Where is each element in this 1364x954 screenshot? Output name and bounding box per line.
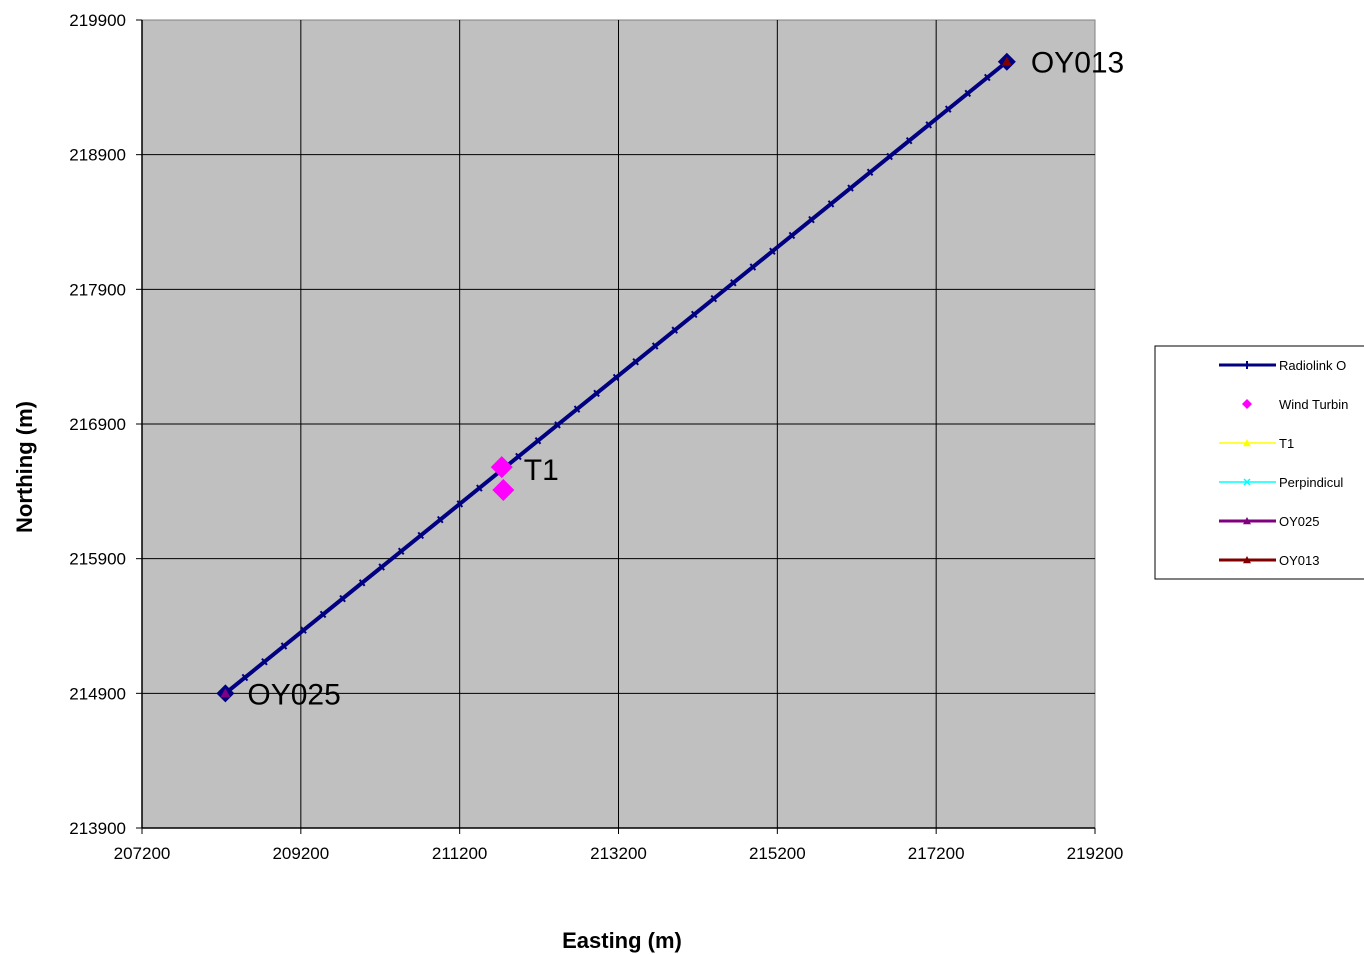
series-5: [1001, 56, 1012, 66]
y-tick-label: 219900: [69, 11, 126, 30]
endpoint-marker: [1001, 56, 1012, 66]
radiolink-marker: [749, 263, 757, 271]
radiolink-marker: [280, 642, 288, 650]
legend-box: [1154, 345, 1364, 580]
x-axis-title: Easting (m): [562, 928, 682, 953]
radiolink-marker: [690, 310, 698, 319]
x-tick-label: 217200: [908, 844, 965, 863]
radiolink-marker: [886, 152, 893, 161]
legend-label: Perpindicul: [1279, 475, 1343, 490]
legend-swatch-marker: [1243, 556, 1251, 564]
radiolink-marker: [788, 231, 796, 240]
radiolink-marker: [554, 421, 561, 429]
y-axis-title: Northing (m): [12, 401, 37, 533]
radiolink-marker: [827, 200, 835, 208]
radiolink-marker: [261, 658, 268, 666]
radiolink-marker: [241, 673, 249, 682]
radiolink-marker: [515, 452, 522, 461]
radiolink-marker: [319, 610, 327, 619]
x-tick-label: 213200: [590, 844, 647, 863]
wind-turbine-point: [490, 456, 513, 479]
radiolink-marker: [436, 515, 444, 524]
y-tick-label: 213900: [69, 819, 126, 838]
legend-label: T1: [1279, 436, 1294, 451]
point-label: OY025: [247, 678, 340, 711]
radiolink-marker: [397, 547, 405, 555]
x-tick-labels: 207200 209200 211200 213200 215200 217200 2192…: [114, 844, 1124, 863]
radiolink-marker: [378, 563, 385, 571]
legend-item: OY025: [1219, 514, 1319, 529]
radiolink-marker: [730, 279, 737, 287]
radiolink-marker: [300, 626, 307, 634]
radiolink-marker: [612, 373, 620, 382]
legend-swatch-marker: [1243, 517, 1251, 525]
axes: [136, 19, 1096, 834]
legend-swatch-marker: [1242, 399, 1252, 409]
radiolink-marker: [651, 342, 659, 350]
radiolink-marker: [847, 184, 854, 192]
legend-label: OY025: [1279, 514, 1319, 529]
radiolink-marker: [573, 405, 581, 413]
radiolink-marker: [339, 594, 346, 603]
legend-label: OY013: [1279, 553, 1319, 568]
radiolink-marker: [417, 531, 425, 540]
y-tick-label: 214900: [69, 684, 126, 703]
radiolink-marker: [358, 579, 366, 587]
radiolink-marker: [534, 436, 542, 445]
radiolink-marker: [476, 484, 483, 492]
radiolink-marker: [866, 168, 874, 177]
x-tick-label: 211200: [432, 844, 487, 863]
series-1: [490, 456, 515, 501]
legend: Radiolink O Wind Turbin T1 Perpindicul OY025…: [1154, 345, 1364, 580]
radiolink-marker: [964, 89, 972, 98]
radiolink-marker: [593, 389, 600, 398]
radiolink-marker: [456, 500, 464, 508]
legend-item: Wind Turbin: [1242, 397, 1348, 412]
point-label: OY013: [1031, 47, 1124, 80]
legend-item: Radiolink O: [1219, 358, 1346, 373]
gridlines: [142, 20, 1095, 828]
endpoint-marker: [220, 688, 231, 698]
point-label: T1: [524, 454, 559, 487]
point-labels: OY013 T1 OY025: [247, 47, 1124, 712]
radiolink-marker: [769, 247, 776, 255]
legend-item: Perpindicul: [1219, 475, 1343, 490]
x-tick-label: 215200: [749, 844, 806, 863]
legend-label: Wind Turbin: [1279, 397, 1348, 412]
radiolink-marker: [671, 326, 679, 334]
y-tick-labels: 213900 214900 215900 216900 217900 218900 2199…: [69, 11, 126, 838]
legend-swatch-marker: [1243, 439, 1251, 447]
y-tick-label: 215900: [69, 550, 126, 569]
x-tick-label: 219200: [1067, 844, 1124, 863]
series-layer: [216, 52, 1016, 703]
radiolink-marker: [632, 358, 639, 366]
legend-item: OY013: [1219, 553, 1319, 568]
radiolink-marker: [710, 294, 718, 303]
radiolink-marker: [808, 215, 815, 224]
radiolink-marker: [984, 73, 991, 82]
legend-label: Radiolink O: [1279, 358, 1346, 373]
legend-item: T1: [1219, 436, 1294, 451]
series-4: [220, 688, 231, 698]
x-tick-label: 209200: [272, 844, 329, 863]
x-tick-label: 207200: [114, 844, 171, 863]
wind-turbine-point: [492, 478, 515, 501]
y-tick-label: 218900: [69, 146, 126, 165]
legend-swatch-marker: [1243, 478, 1251, 486]
radiolink-marker: [944, 105, 952, 113]
radiolink-marker: [905, 136, 913, 145]
radiolink-marker: [925, 121, 932, 129]
y-tick-label: 217900: [69, 280, 126, 299]
y-tick-label: 216900: [69, 415, 126, 434]
legend-swatch-marker: [1243, 361, 1251, 369]
